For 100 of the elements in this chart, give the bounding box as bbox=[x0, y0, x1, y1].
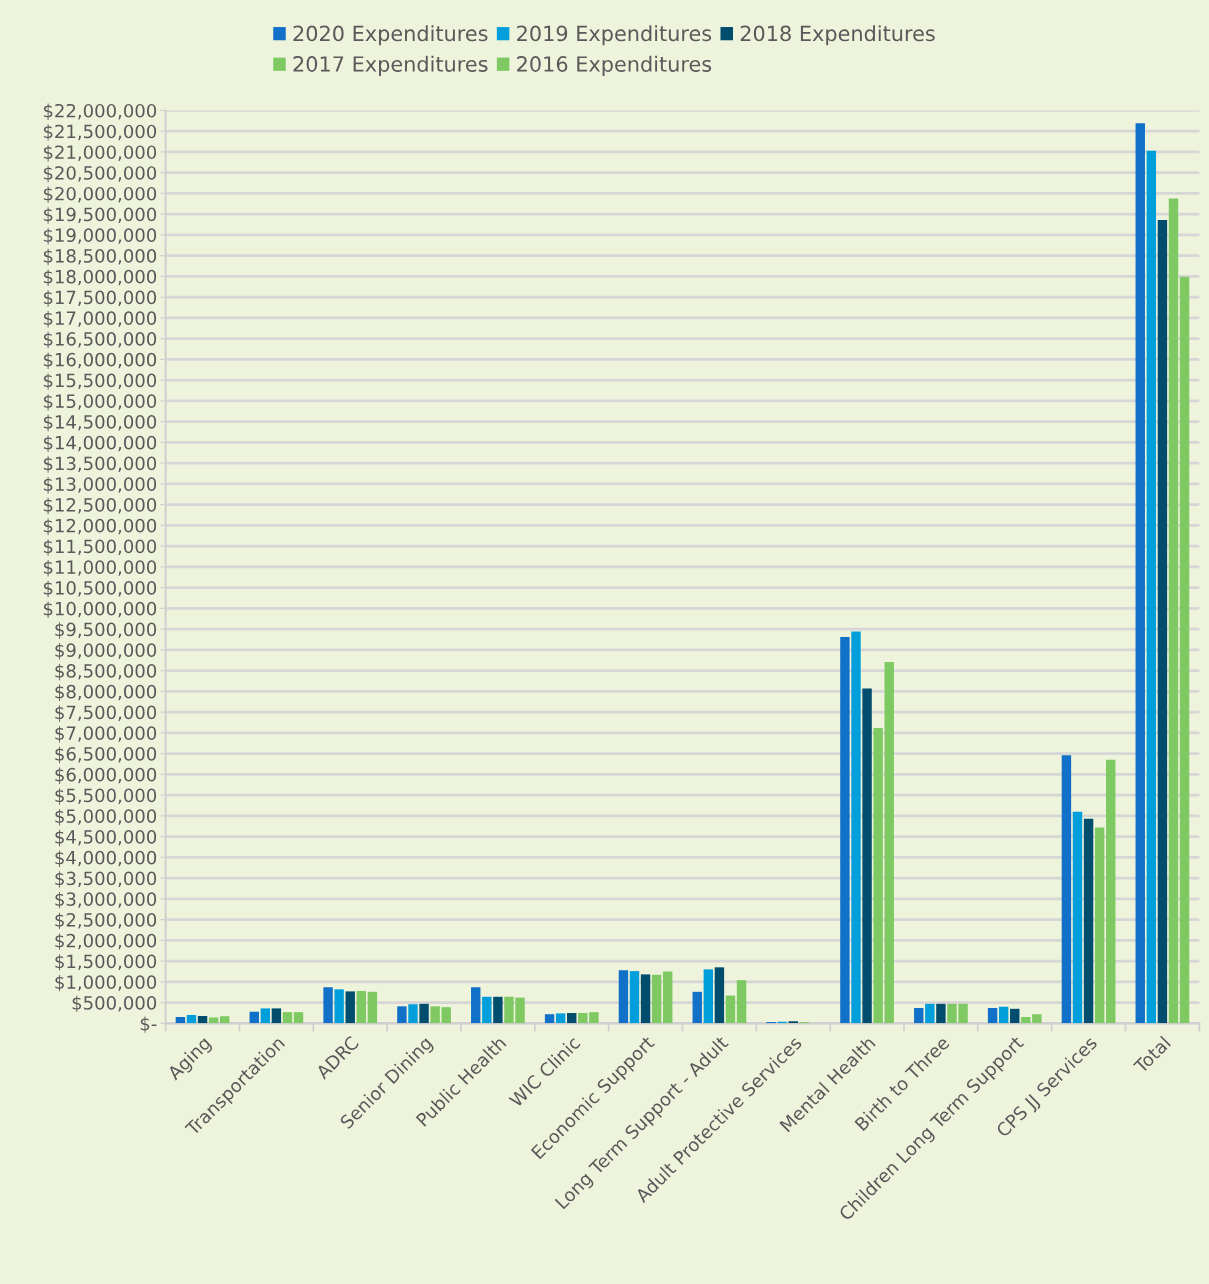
bar bbox=[692, 991, 702, 1024]
bar bbox=[840, 637, 850, 1024]
y-tick-label: $4,500,000 bbox=[55, 829, 157, 847]
bar bbox=[1106, 759, 1116, 1024]
y-tick-label: $10,000,000 bbox=[43, 601, 157, 618]
bar bbox=[1083, 818, 1094, 1024]
bar bbox=[884, 661, 894, 1024]
bar bbox=[175, 1017, 186, 1024]
bar bbox=[1179, 276, 1190, 1024]
bar bbox=[914, 1007, 924, 1024]
bar bbox=[282, 1012, 293, 1024]
y-tick-label: $19,500,000 bbox=[43, 207, 157, 224]
bar bbox=[1010, 1008, 1020, 1024]
legend-label: 2019 Expenditures bbox=[517, 25, 712, 46]
bar bbox=[334, 989, 344, 1024]
bar bbox=[1061, 755, 1072, 1024]
y-tick-label: $16,000,000 bbox=[43, 352, 157, 369]
bar bbox=[651, 974, 662, 1024]
bar bbox=[629, 971, 640, 1024]
bar bbox=[736, 980, 747, 1024]
bar bbox=[482, 996, 492, 1024]
y-tick-label: $2,000,000 bbox=[55, 933, 157, 950]
y-tick-label: $1,500,000 bbox=[55, 954, 157, 971]
legend-label: 2018 Expenditures bbox=[740, 25, 935, 46]
bar bbox=[1094, 827, 1105, 1024]
y-tick-label: $12,000,000 bbox=[43, 518, 157, 535]
y-tick-label: $20,000,000 bbox=[43, 186, 157, 203]
legend-label: 2017 Expenditures bbox=[293, 55, 488, 76]
y-tick-label: $12,500,000 bbox=[43, 497, 157, 515]
bar bbox=[703, 969, 714, 1024]
bar bbox=[249, 1011, 259, 1024]
y-tick-label: $3,500,000 bbox=[55, 871, 157, 888]
bar bbox=[493, 996, 503, 1024]
y-tick-label: $21,500,000 bbox=[43, 124, 157, 141]
bar bbox=[1168, 198, 1179, 1024]
bar bbox=[271, 1008, 282, 1024]
y-tick-label: $5,500,000 bbox=[55, 788, 157, 805]
y-tick-label: $1,000,000 bbox=[55, 974, 157, 992]
y-tick-label: $15,500,000 bbox=[43, 373, 157, 390]
bar bbox=[567, 1012, 577, 1024]
legend-label: 2020 Expenditures bbox=[293, 25, 488, 46]
bar bbox=[851, 631, 861, 1024]
y-tick-label: $- bbox=[140, 1016, 157, 1033]
y-tick-label: $14,000,000 bbox=[43, 435, 157, 452]
bar bbox=[441, 1007, 451, 1024]
y-tick-label: $6,500,000 bbox=[55, 746, 157, 764]
y-tick-label: $9,500,000 bbox=[55, 622, 157, 639]
y-tick-label: $18,500,000 bbox=[43, 248, 157, 266]
bar bbox=[640, 974, 651, 1024]
bar bbox=[1072, 811, 1083, 1024]
bar bbox=[555, 1013, 566, 1024]
legend-label: 2016 Expenditures bbox=[517, 55, 712, 76]
bar bbox=[544, 1014, 555, 1024]
bar bbox=[367, 991, 378, 1024]
y-tick-label: $16,500,000 bbox=[43, 331, 157, 349]
y-tick-label: $21,000,000 bbox=[43, 145, 157, 162]
y-tick-label: $13,500,000 bbox=[43, 456, 157, 473]
bar bbox=[186, 1015, 197, 1024]
bar bbox=[197, 1015, 208, 1024]
bar bbox=[725, 995, 736, 1024]
bar bbox=[788, 1021, 798, 1024]
bar bbox=[471, 987, 481, 1024]
bar bbox=[1157, 219, 1168, 1024]
bar bbox=[1135, 123, 1145, 1024]
y-tick-label: $5,000,000 bbox=[55, 809, 157, 826]
y-tick-label: $500,000 bbox=[72, 995, 157, 1013]
y-tick-label: $22,000,000 bbox=[43, 103, 157, 120]
bar bbox=[618, 970, 629, 1024]
bar bbox=[862, 688, 872, 1024]
y-tick-label: $17,500,000 bbox=[43, 290, 157, 307]
y-tick-label: $8,500,000 bbox=[55, 663, 157, 681]
y-tick-label: $11,000,000 bbox=[43, 560, 157, 577]
bar bbox=[873, 727, 883, 1024]
bar bbox=[936, 1003, 946, 1024]
bar bbox=[323, 987, 333, 1024]
y-tick-label: $4,000,000 bbox=[55, 850, 157, 867]
bar bbox=[345, 991, 355, 1024]
y-tick-label: $2,500,000 bbox=[55, 912, 157, 930]
bar bbox=[663, 971, 673, 1024]
bar bbox=[714, 967, 725, 1024]
y-tick-label: $11,500,000 bbox=[43, 539, 157, 556]
bar bbox=[356, 990, 366, 1024]
y-tick-label: $3,000,000 bbox=[55, 892, 157, 909]
bar bbox=[219, 1016, 230, 1024]
bar bbox=[925, 1003, 935, 1024]
bar bbox=[408, 1004, 418, 1024]
y-tick-label: $9,000,000 bbox=[55, 643, 157, 660]
y-tick-label: $7,500,000 bbox=[55, 705, 157, 722]
bar bbox=[987, 1007, 998, 1024]
y-tick-label: $13,000,000 bbox=[43, 477, 157, 494]
y-tick-label: $14,500,000 bbox=[43, 414, 157, 432]
y-tick-label: $7,000,000 bbox=[55, 726, 157, 743]
bar bbox=[397, 1006, 407, 1024]
y-tick-label: $8,000,000 bbox=[55, 684, 157, 701]
y-tick-label: $18,000,000 bbox=[43, 269, 157, 286]
y-tick-label: $10,500,000 bbox=[43, 580, 157, 598]
y-tick-label: $19,000,000 bbox=[43, 228, 157, 245]
bar bbox=[293, 1012, 304, 1024]
y-tick-label: $20,500,000 bbox=[43, 165, 157, 183]
y-tick-label: $15,000,000 bbox=[43, 394, 157, 411]
